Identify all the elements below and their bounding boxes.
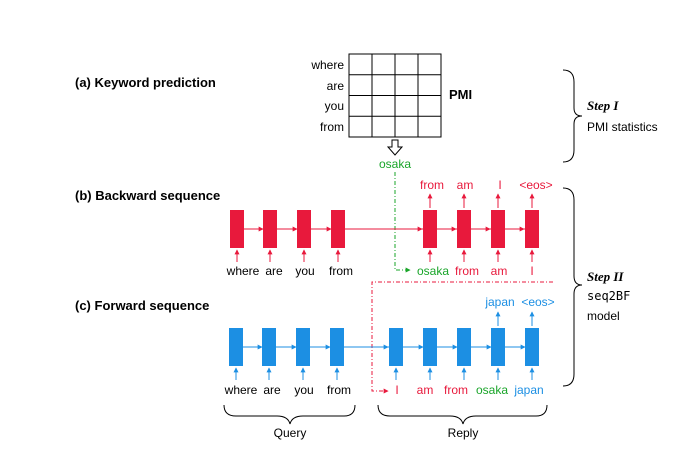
backward-cell bbox=[331, 210, 345, 248]
reply-connector-arrow bbox=[371, 281, 553, 394]
forward-sequence bbox=[229, 311, 539, 380]
forward-input-word: are bbox=[263, 383, 281, 397]
backward-cell bbox=[525, 210, 539, 248]
forward-output-word: japan bbox=[484, 295, 514, 309]
forward-cell bbox=[491, 328, 505, 366]
forward-output-word: <eos> bbox=[521, 295, 554, 309]
forward-cell bbox=[389, 328, 403, 366]
pmi-label: PMI bbox=[449, 87, 472, 102]
backward-cell bbox=[423, 210, 437, 248]
backward-cell bbox=[263, 210, 277, 248]
step-two-description: model bbox=[587, 309, 620, 323]
forward-input-word: from bbox=[327, 383, 351, 397]
backward-input-word: from bbox=[455, 264, 479, 278]
forward-cell bbox=[457, 328, 471, 366]
forward-cell bbox=[229, 328, 243, 366]
pmi-row-label: from bbox=[320, 120, 344, 134]
backward-input-word: from bbox=[329, 264, 353, 278]
backward-output-word: <eos> bbox=[519, 178, 552, 192]
backward-cell bbox=[491, 210, 505, 248]
backward-cell bbox=[230, 210, 244, 248]
forward-cell bbox=[262, 328, 276, 366]
section-label-keyword-prediction: (a) Keyword prediction bbox=[75, 75, 216, 90]
step-two-model-name: seq2BF bbox=[587, 289, 630, 303]
forward-input-word: where bbox=[224, 383, 258, 397]
pmi-row-label: are bbox=[327, 79, 345, 93]
pmi-row-label: you bbox=[325, 99, 344, 113]
backward-cell bbox=[297, 210, 311, 248]
query-brace bbox=[223, 404, 356, 425]
forward-cell bbox=[423, 328, 437, 366]
forward-cell bbox=[525, 328, 539, 366]
reply-brace bbox=[377, 404, 548, 425]
backward-input-word: am bbox=[491, 264, 508, 278]
backward-cell bbox=[457, 210, 471, 248]
section-label-backward-sequence: (b) Backward sequence bbox=[75, 188, 220, 203]
step-two-title: Step II bbox=[587, 269, 624, 284]
forward-cell bbox=[330, 328, 344, 366]
backward-output-word: from bbox=[420, 178, 444, 192]
backward-input-word: you bbox=[295, 264, 314, 278]
forward-input-word: you bbox=[294, 383, 313, 397]
forward-input-word: am bbox=[417, 383, 434, 397]
query-label: Query bbox=[274, 426, 307, 440]
step-two-brace bbox=[562, 187, 583, 387]
step-one-title: Step I bbox=[587, 98, 619, 113]
backward-output-word: I bbox=[498, 178, 501, 192]
backward-sequence bbox=[230, 193, 539, 262]
keyword-connector-arrow bbox=[394, 172, 411, 273]
backward-input-word: are bbox=[265, 264, 283, 278]
forward-cell bbox=[296, 328, 310, 366]
step-one-description: PMI statistics bbox=[587, 120, 658, 134]
keyword-osaka: osaka bbox=[379, 157, 411, 171]
reply-label: Reply bbox=[448, 426, 479, 440]
forward-input-word: japan bbox=[513, 383, 543, 397]
backward-output-word: am bbox=[457, 178, 474, 192]
backward-input-word: where bbox=[226, 264, 260, 278]
backward-input-word: I bbox=[530, 264, 533, 278]
backward-input-word: osaka bbox=[417, 264, 449, 278]
forward-input-word: from bbox=[444, 383, 468, 397]
hollow-down-arrow-icon bbox=[386, 139, 404, 156]
pmi-matrix bbox=[348, 53, 442, 138]
section-label-forward-sequence: (c) Forward sequence bbox=[75, 298, 209, 313]
forward-input-word: osaka bbox=[476, 383, 508, 397]
pmi-row-label: where bbox=[310, 58, 344, 72]
step-one-brace bbox=[562, 69, 583, 163]
forward-input-word: I bbox=[395, 383, 398, 397]
